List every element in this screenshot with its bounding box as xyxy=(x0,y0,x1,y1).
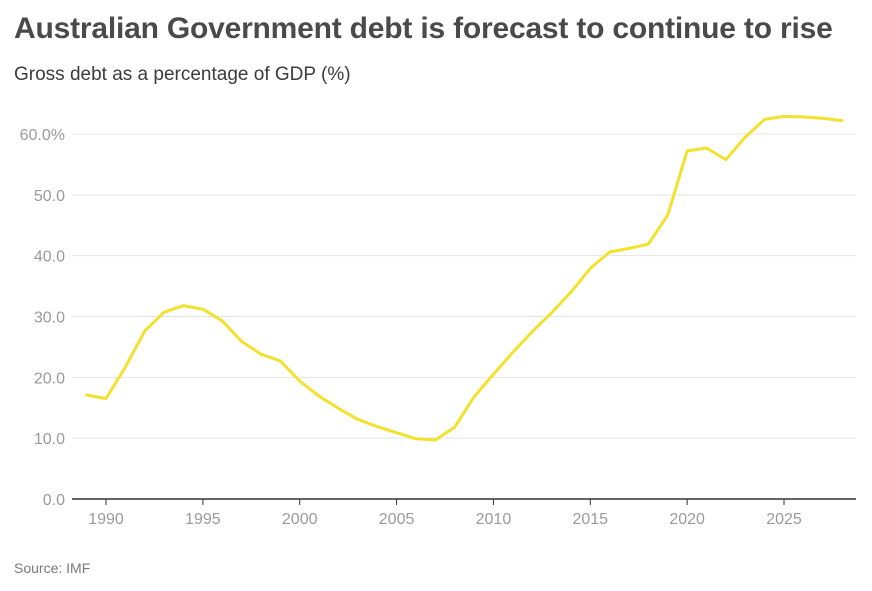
chart-title: Australian Government debt is forecast t… xyxy=(14,12,833,45)
x-tick-label: 2020 xyxy=(669,511,705,528)
x-tick-label: 2015 xyxy=(572,511,608,528)
x-tick-label: 2005 xyxy=(379,511,415,528)
y-tick-label: 10.0 xyxy=(34,431,65,448)
y-tick-label: 0.0 xyxy=(43,492,65,509)
series-line-debt xyxy=(85,114,844,442)
y-tick-label: 40.0 xyxy=(34,249,65,266)
x-tick-label: 2010 xyxy=(476,511,512,528)
source-note: Source: IMF xyxy=(14,560,91,576)
y-tick-label: 50.0 xyxy=(34,188,65,205)
x-tick-label: 2000 xyxy=(282,511,318,528)
chart-subtitle: Gross debt as a percentage of GDP (%) xyxy=(14,64,351,85)
x-tick-label: 1990 xyxy=(88,511,124,528)
y-tick-label: 30.0 xyxy=(34,310,65,327)
x-tick-label: 1995 xyxy=(185,511,221,528)
x-tick-label: 2025 xyxy=(766,511,802,528)
y-tick-label: 20.0 xyxy=(34,370,65,387)
y-tick-label: 60.0% xyxy=(20,127,65,144)
